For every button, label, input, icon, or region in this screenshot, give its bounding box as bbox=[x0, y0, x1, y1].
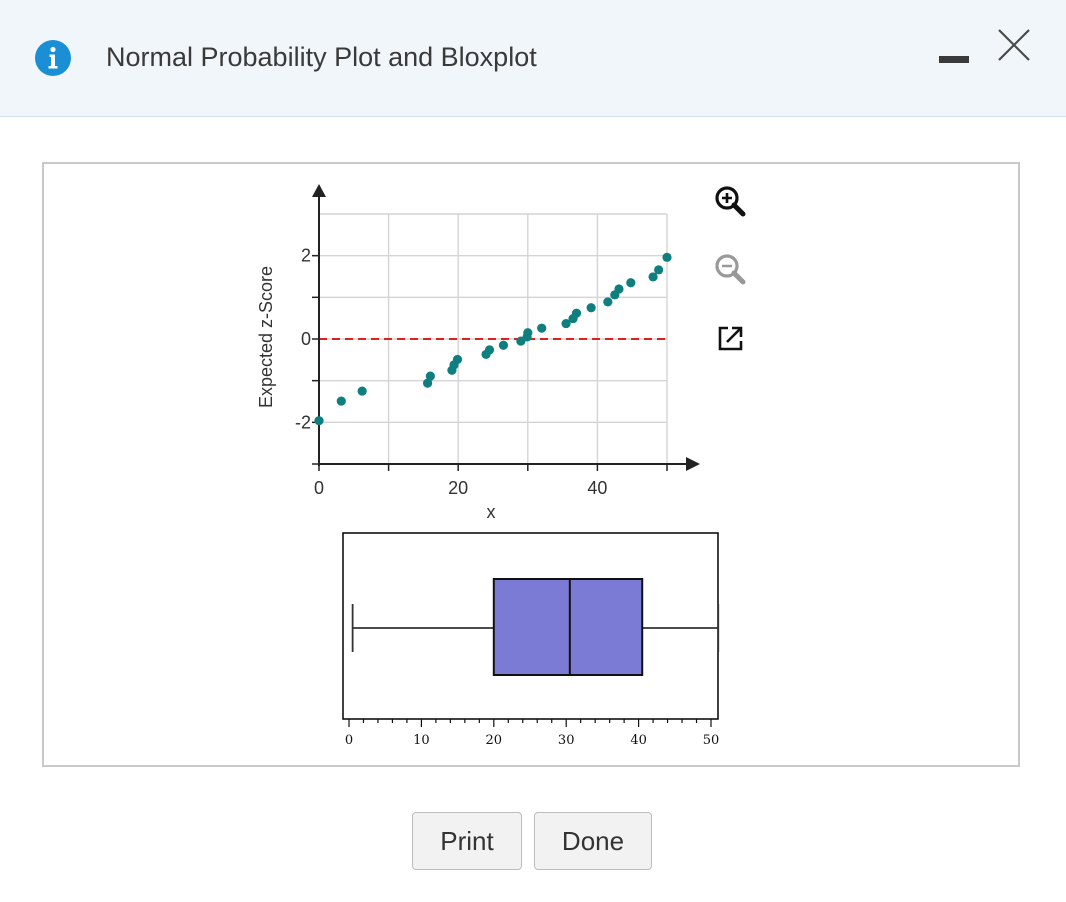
data-point bbox=[498, 340, 509, 350]
y-axis-arrow bbox=[312, 184, 326, 197]
y-axis-label: Expected z-Score bbox=[256, 266, 276, 408]
data-point bbox=[662, 252, 672, 262]
x-tick-label: 20 bbox=[448, 478, 468, 498]
dialog-header: Normal Probability Plot and Bloxplot bbox=[0, 0, 1066, 117]
y-axis-ticks: 2 0 -2 bbox=[295, 246, 319, 465]
data-point bbox=[422, 378, 433, 388]
data-points bbox=[314, 252, 672, 426]
data-point bbox=[314, 416, 324, 426]
x-axis-ticks: 0 20 40 bbox=[314, 464, 668, 498]
boxplot-tick-label: 40 bbox=[630, 733, 647, 748]
boxplot-tick-label: 0 bbox=[345, 733, 353, 748]
data-point bbox=[571, 308, 582, 318]
data-point bbox=[537, 323, 547, 333]
data-point bbox=[523, 328, 533, 338]
data-point bbox=[654, 265, 664, 275]
x-tick-label: 0 bbox=[314, 478, 324, 498]
info-icon bbox=[35, 40, 71, 76]
done-button[interactable]: Done bbox=[534, 812, 652, 870]
x-tick-label: 40 bbox=[587, 478, 607, 498]
boxplot: 0 10 20 30 40 50 bbox=[342, 532, 720, 748]
x-axis-label: x bbox=[487, 502, 496, 522]
boxplot-tick-label: 30 bbox=[558, 733, 575, 748]
open-external-icon[interactable] bbox=[706, 313, 756, 363]
plot-axes bbox=[312, 184, 700, 471]
normal-probability-plot: 0 20 40 20-2 x Expected z-Score bbox=[256, 184, 700, 522]
boxplot-tick-label: 50 bbox=[703, 733, 720, 748]
boxplot-marks bbox=[351, 578, 720, 676]
data-point bbox=[603, 297, 613, 307]
y-tick-label: 2 bbox=[301, 246, 311, 266]
data-point bbox=[452, 354, 463, 365]
data-point bbox=[484, 345, 495, 355]
data-point bbox=[626, 278, 636, 288]
dialog-title: Normal Probability Plot and Bloxplot bbox=[106, 42, 537, 72]
x-axis-arrow bbox=[686, 457, 700, 471]
data-point bbox=[561, 318, 571, 329]
zoom-out-icon[interactable] bbox=[706, 245, 756, 295]
minimize-icon bbox=[939, 56, 969, 63]
minimize-button[interactable] bbox=[937, 40, 971, 74]
boxplot-tick-label: 20 bbox=[486, 733, 503, 748]
boxplot-axis-ticks: 0 10 20 30 40 50 bbox=[345, 719, 719, 748]
y-tick-label: 0 bbox=[301, 329, 311, 349]
y-tick-label: -2 bbox=[295, 412, 311, 432]
boxplot-box bbox=[492, 578, 644, 676]
data-point bbox=[614, 284, 624, 294]
data-point bbox=[425, 371, 435, 381]
data-point bbox=[336, 396, 346, 406]
data-point bbox=[357, 386, 367, 396]
data-point bbox=[586, 303, 596, 313]
print-button[interactable]: Print bbox=[412, 812, 522, 870]
data-point bbox=[648, 272, 658, 282]
boxplot-tick-label: 10 bbox=[413, 733, 430, 748]
close-icon[interactable] bbox=[996, 27, 1032, 63]
zoom-in-icon[interactable] bbox=[706, 177, 756, 227]
